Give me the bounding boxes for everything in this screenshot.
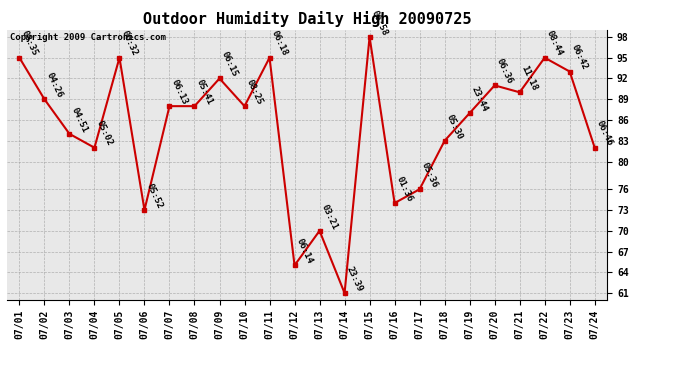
Text: 05:52: 05:52	[144, 182, 164, 210]
Text: 01:36: 01:36	[395, 175, 414, 203]
Text: 08:44: 08:44	[544, 30, 564, 58]
Text: 04:26: 04:26	[44, 71, 64, 99]
Text: 06:58: 06:58	[370, 9, 389, 37]
Text: 06:15: 06:15	[219, 50, 239, 78]
Text: 03:21: 03:21	[319, 202, 339, 231]
Text: 05:02: 05:02	[95, 120, 114, 148]
Text: Copyright 2009 Cartronics.com: Copyright 2009 Cartronics.com	[10, 33, 166, 42]
Text: 06:42: 06:42	[570, 44, 589, 72]
Text: 06:46: 06:46	[595, 120, 614, 148]
Text: 23:39: 23:39	[344, 265, 364, 293]
Text: 08:35: 08:35	[19, 30, 39, 58]
Text: 06:36: 06:36	[495, 57, 514, 86]
Text: 05:36: 05:36	[420, 161, 439, 189]
Text: 05:41: 05:41	[195, 78, 214, 106]
Text: 04:51: 04:51	[70, 106, 89, 134]
Text: 08:25: 08:25	[244, 78, 264, 106]
Text: 23:44: 23:44	[470, 85, 489, 113]
Text: 06:18: 06:18	[270, 30, 289, 58]
Text: 06:13: 06:13	[170, 78, 189, 106]
Text: 05:30: 05:30	[444, 112, 464, 141]
Title: Outdoor Humidity Daily High 20090725: Outdoor Humidity Daily High 20090725	[143, 12, 471, 27]
Text: 11:18: 11:18	[520, 64, 539, 92]
Text: 06:32: 06:32	[119, 30, 139, 58]
Text: 06:14: 06:14	[295, 237, 314, 266]
